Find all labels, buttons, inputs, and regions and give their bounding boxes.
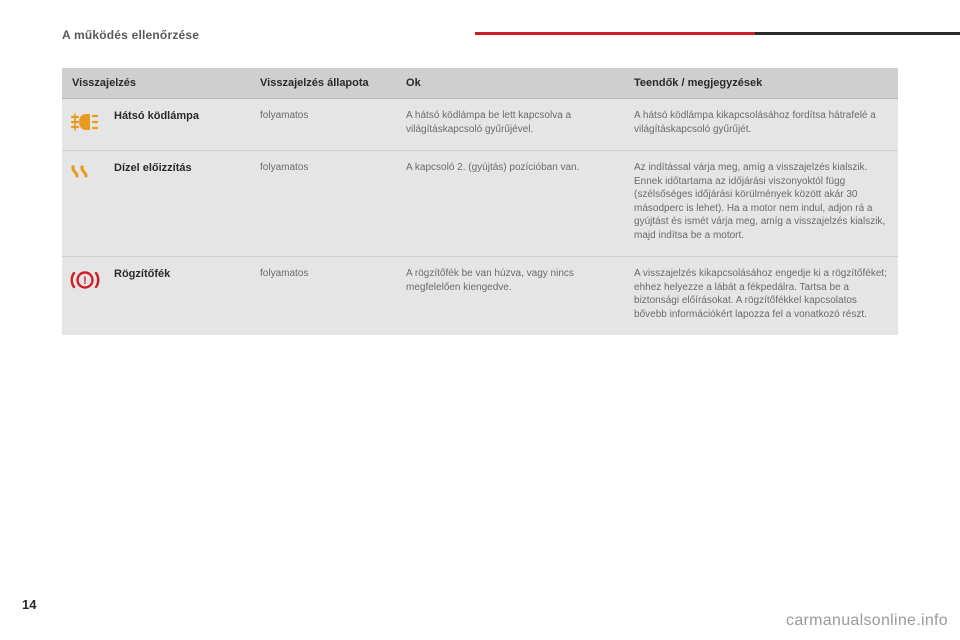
footer-watermark: carmanualsonline.info xyxy=(786,612,948,630)
header-ok: Ok xyxy=(398,68,626,99)
header-allapota: Visszajelzés állapota xyxy=(252,68,398,99)
diesel-preheat-icon xyxy=(70,163,98,181)
svg-text:!: ! xyxy=(83,275,87,287)
row-action: Az indítással várja meg, amíg a visszaje… xyxy=(626,151,898,257)
row-label: Dízel előizzítás xyxy=(106,151,252,257)
row-state: folyamatos xyxy=(252,99,398,151)
row-label: Hátsó ködlámpa xyxy=(106,99,252,151)
row-state: folyamatos xyxy=(252,151,398,257)
icon-cell xyxy=(62,99,106,151)
parking-brake-icon: ! xyxy=(70,269,100,291)
row-cause: A kapcsoló 2. (gyújtás) pozícióban van. xyxy=(398,151,626,257)
table-row: ! Rögzítőfék folyamatos A rögzítőfék be … xyxy=(62,257,898,336)
indicators-table: Visszajelzés Visszajelzés állapota Ok Te… xyxy=(62,68,898,335)
table: Visszajelzés Visszajelzés állapota Ok Te… xyxy=(62,68,898,335)
chapter-title: A működés ellenőrzése xyxy=(62,28,199,42)
icon-cell xyxy=(62,151,106,257)
row-action: A hátsó ködlámpa kikapcsolásához fordíts… xyxy=(626,99,898,151)
row-label: Rögzítőfék xyxy=(106,257,252,336)
row-state: folyamatos xyxy=(252,257,398,336)
manual-page: A működés ellenőrzése 14 carmanualsonlin… xyxy=(0,0,960,640)
header-teendok: Teendők / megjegyzések xyxy=(626,68,898,99)
row-action: A visszajelzés kikapcsolásához engedje k… xyxy=(626,257,898,336)
icon-cell: ! xyxy=(62,257,106,336)
row-cause: A rögzítőfék be van húzva, vagy nincs me… xyxy=(398,257,626,336)
table-header-row: Visszajelzés Visszajelzés állapota Ok Te… xyxy=(62,68,898,99)
table-row: Dízel előizzítás folyamatos A kapcsoló 2… xyxy=(62,151,898,257)
rear-foglight-icon xyxy=(70,111,98,133)
row-cause: A hátsó ködlámpa be lett kapcsolva a vil… xyxy=(398,99,626,151)
page-number: 14 xyxy=(22,597,36,612)
table-row: Hátsó ködlámpa folyamatos A hátsó ködlám… xyxy=(62,99,898,151)
header-visszajelzes: Visszajelzés xyxy=(62,68,252,99)
